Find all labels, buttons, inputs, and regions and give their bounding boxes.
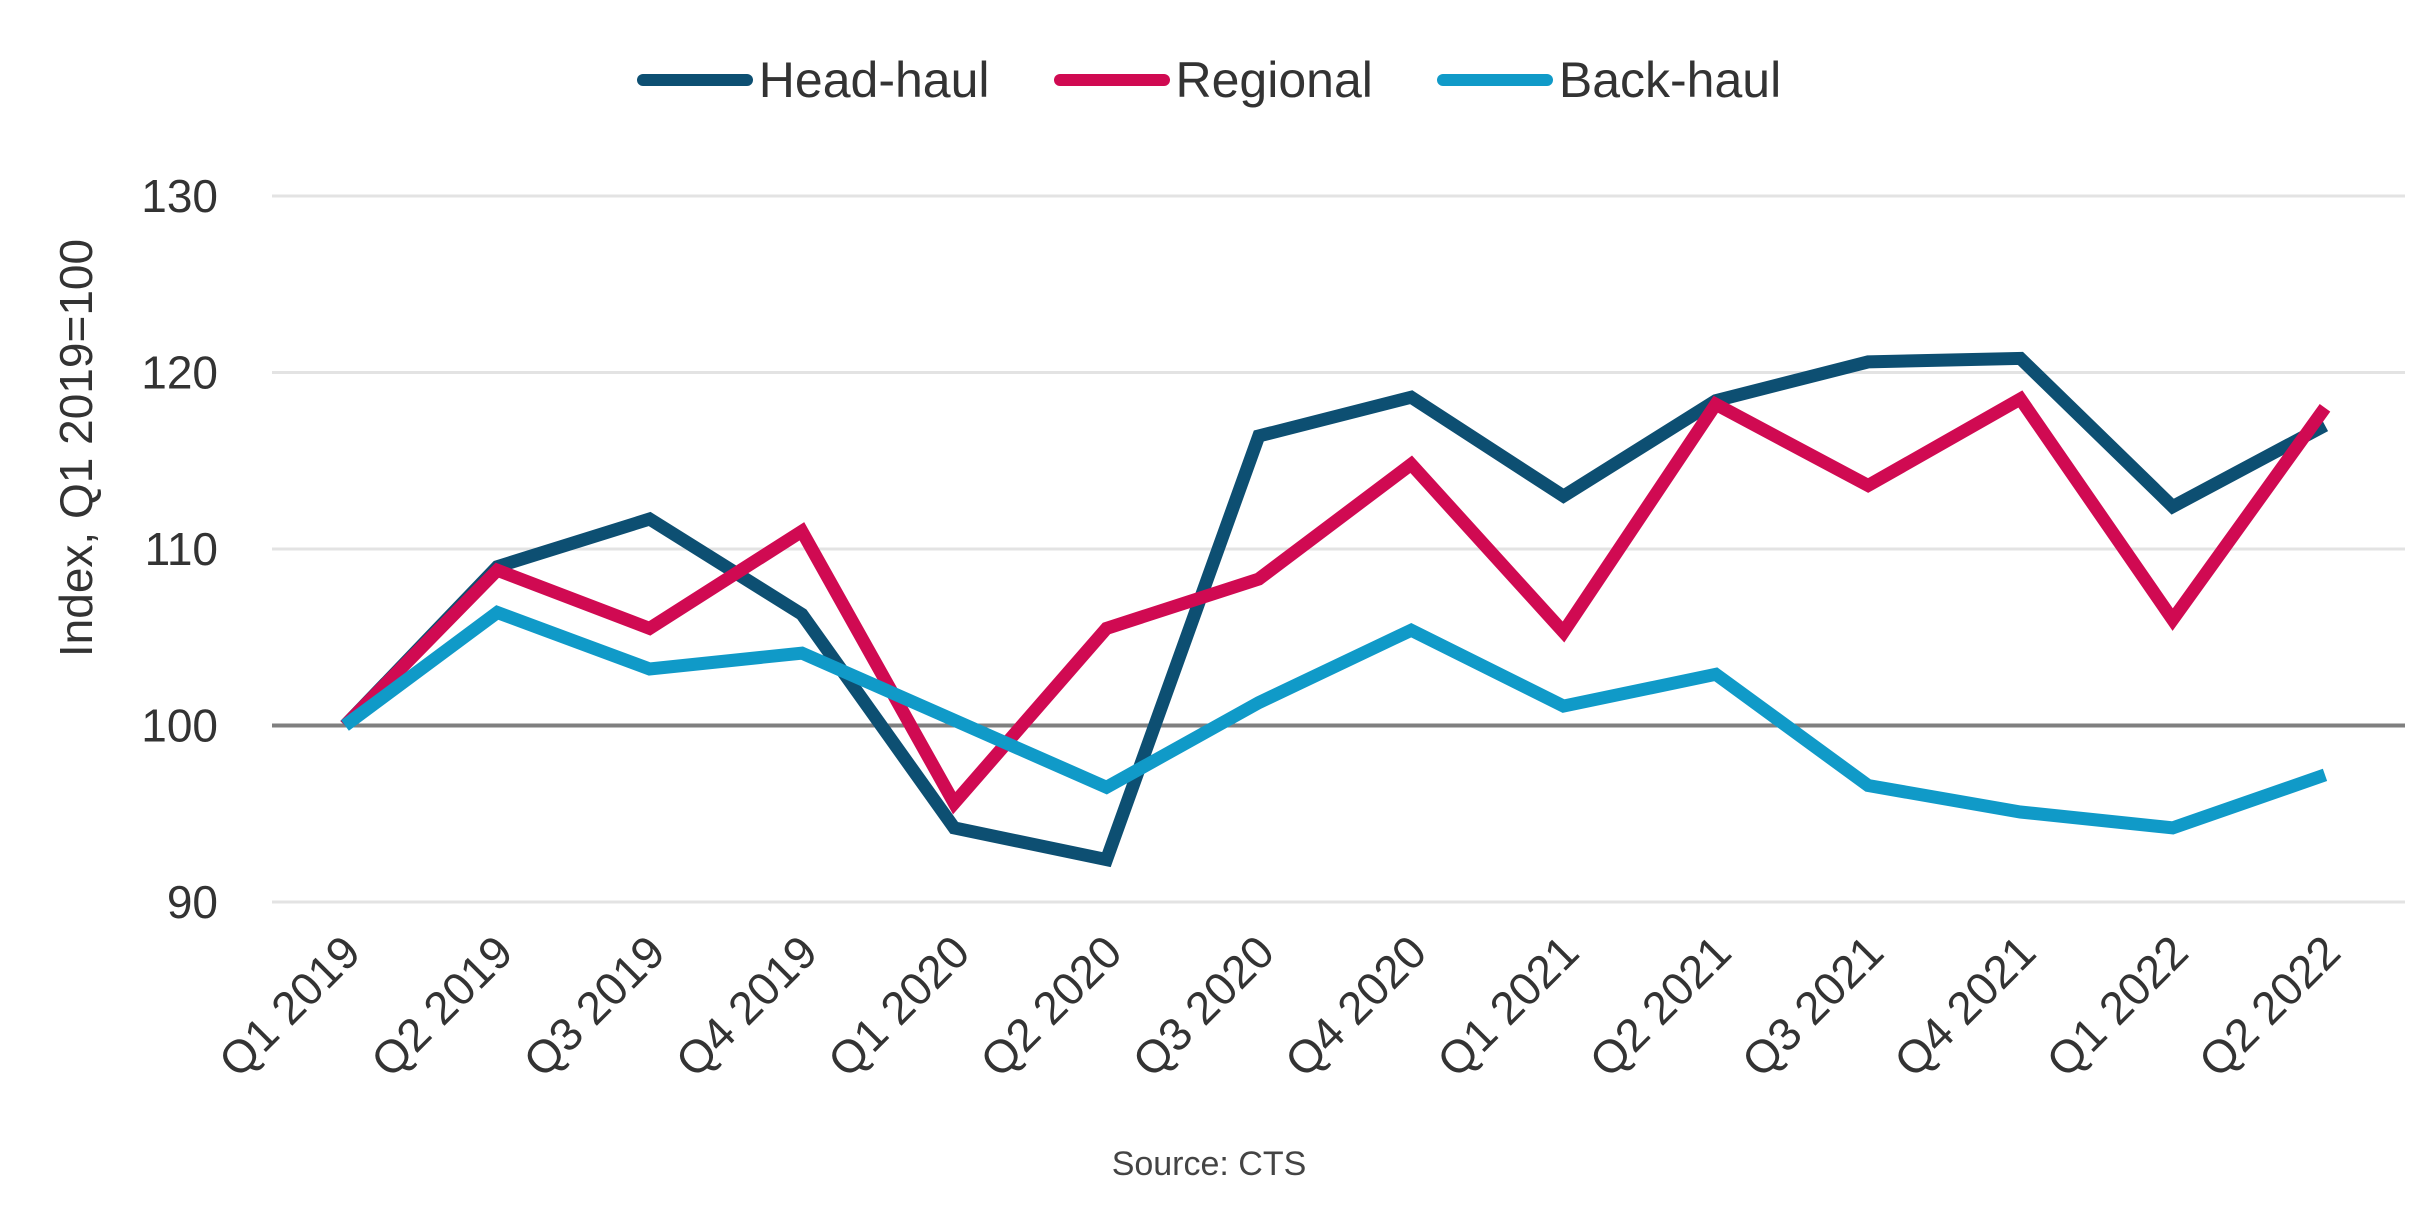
legend-item-back-haul: Back-haul [1436, 51, 1782, 109]
source-note: Source: CTS [1111, 1145, 1307, 1183]
x-tick-label: Q4 2021 [1884, 925, 2046, 1087]
x-tick-label: Q1 2019 [209, 925, 371, 1087]
series-line-regional [340, 390, 2331, 815]
x-tick-label: Q3 2019 [513, 925, 675, 1087]
legend-label: Regional [1175, 52, 1373, 108]
x-tick-label: Q4 2019 [665, 925, 827, 1087]
y-axis-title: Index, Q1 2019=100 [50, 239, 102, 657]
x-tick-label: Q1 2022 [2036, 925, 2198, 1087]
legend-item-regional: Regional [1053, 51, 1373, 109]
y-tick-label: 130 [141, 170, 218, 222]
y-tick-label: 100 [141, 700, 218, 752]
x-tick-label: Q4 2020 [1275, 925, 1437, 1087]
x-tick-label: Q2 2020 [970, 925, 1132, 1087]
x-tick-label: Q1 2021 [1427, 925, 1589, 1087]
legend-swatch [1053, 74, 1170, 86]
x-tick-label: Q1 2020 [818, 925, 980, 1087]
y-tick-label: 110 [145, 523, 218, 575]
legend-label: Back-haul [1558, 52, 1782, 108]
x-tick-label: Q2 2019 [361, 925, 523, 1087]
legend-swatch [636, 74, 753, 86]
legend: Head-haul Regional Back-haul [0, 40, 2418, 120]
series-line-back-haul [341, 605, 2328, 835]
series-line-head-haul [340, 351, 2329, 868]
x-tick-label: Q3 2020 [1122, 925, 1284, 1087]
y-tick-label: 120 [141, 347, 218, 399]
legend-item-head-haul: Head-haul [636, 51, 990, 109]
y-tick-label: 90 [167, 876, 218, 928]
x-tick-label: Q2 2022 [2189, 925, 2351, 1087]
x-tick-label: Q2 2021 [1579, 925, 1741, 1087]
x-tick-label: Q3 2021 [1732, 925, 1894, 1087]
legend-swatch [1436, 74, 1553, 86]
legend-label: Head-haul [758, 52, 990, 108]
